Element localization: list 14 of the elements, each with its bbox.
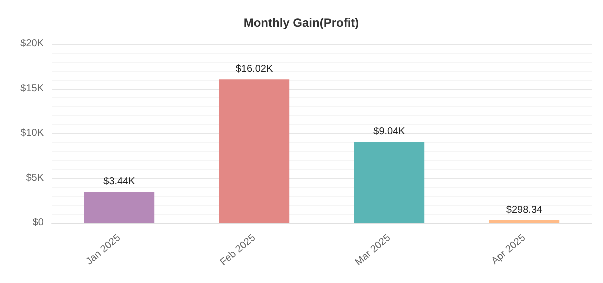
y-tick-label: $20K bbox=[20, 38, 44, 50]
y-tick-label: $15K bbox=[20, 83, 44, 94]
data-label: $9.04K bbox=[374, 126, 406, 138]
y-tick-label: $5K bbox=[26, 172, 44, 184]
chart-title: Monthly Gain(Profit) bbox=[244, 16, 360, 30]
bar bbox=[219, 80, 290, 223]
bar bbox=[489, 220, 560, 223]
data-label: $16.02K bbox=[236, 64, 274, 76]
data-label: $298.34 bbox=[506, 204, 544, 216]
y-tick-label: $0 bbox=[32, 218, 44, 228]
y-tick-label: $10K bbox=[20, 128, 44, 139]
bar bbox=[84, 192, 155, 223]
data-label: $3.44K bbox=[104, 176, 136, 188]
bar bbox=[354, 142, 425, 223]
